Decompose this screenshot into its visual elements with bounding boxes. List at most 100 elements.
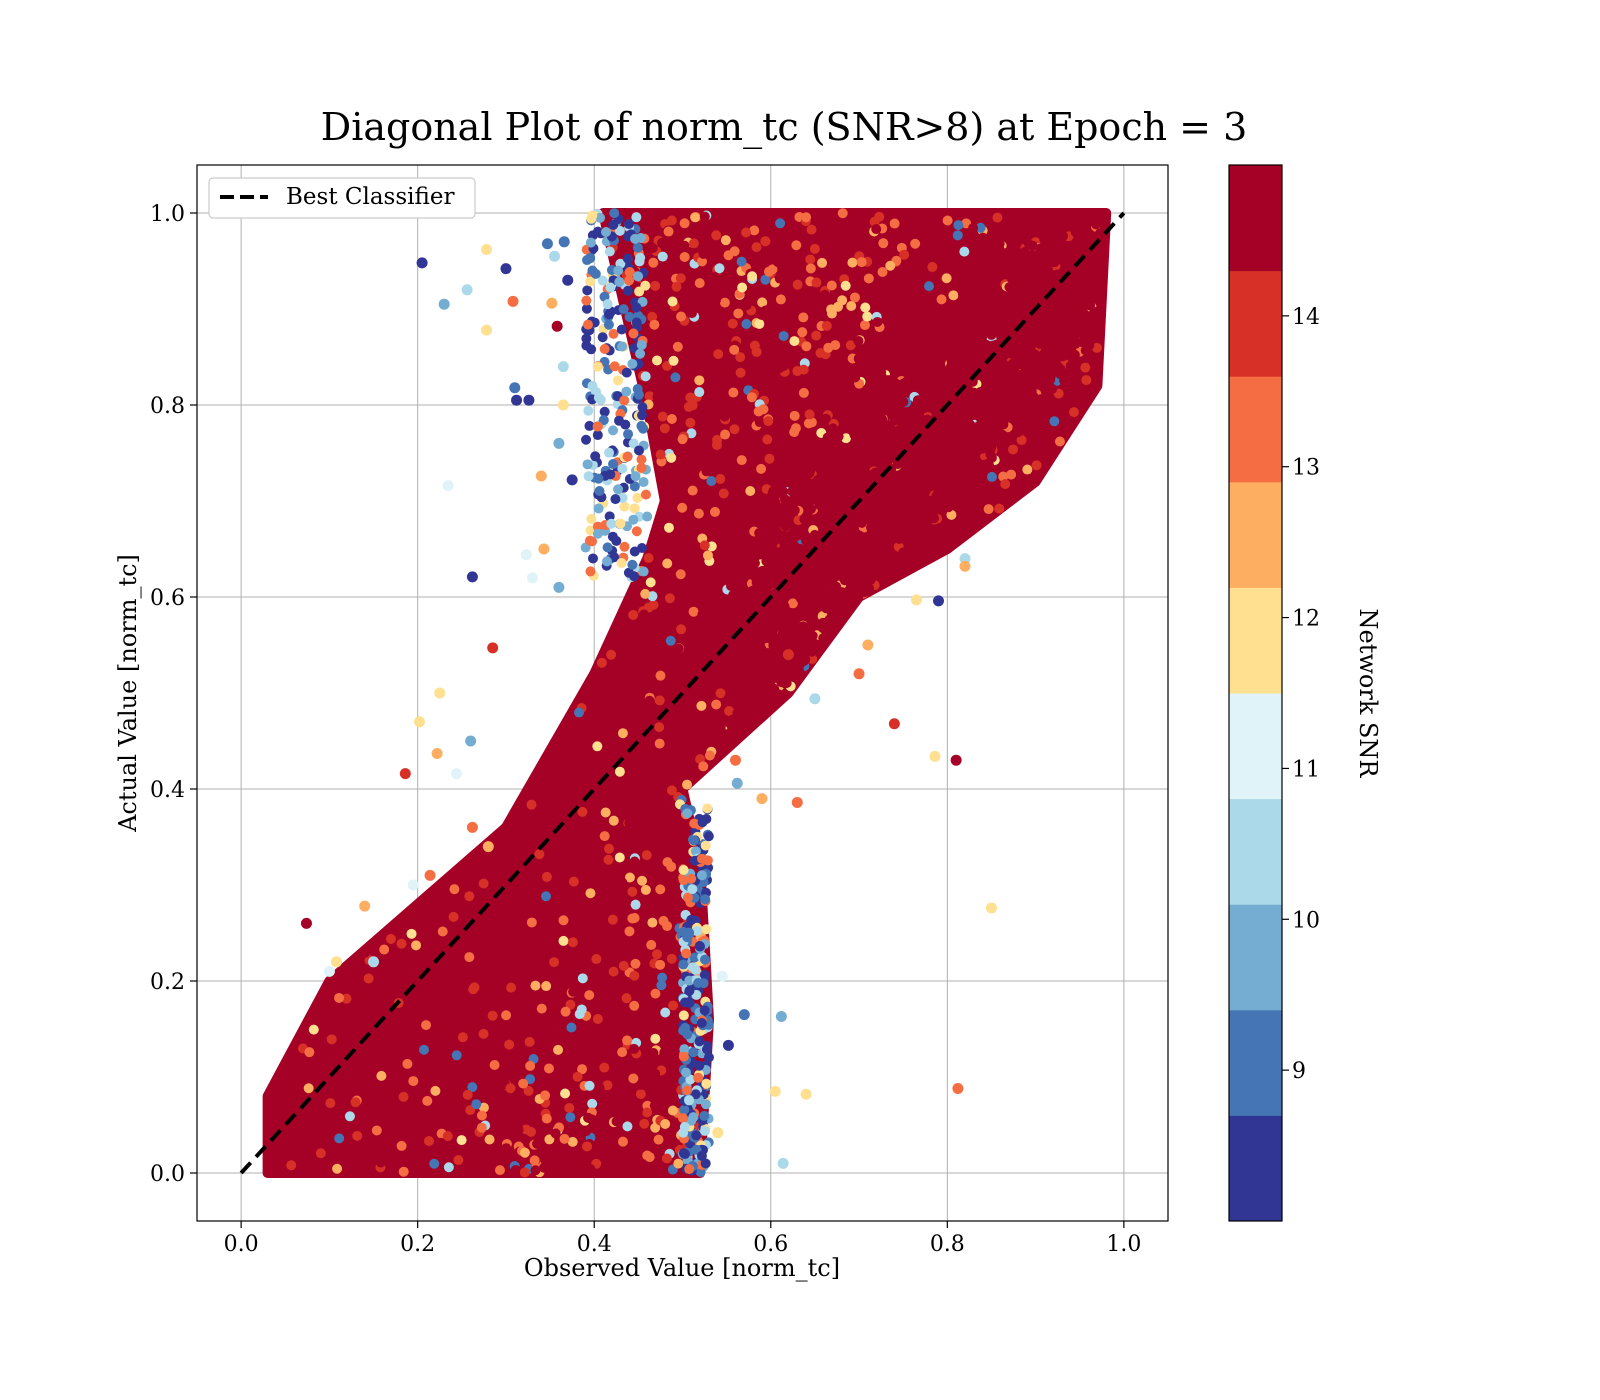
scatter-point bbox=[918, 521, 929, 532]
scatter-point bbox=[1081, 275, 1092, 286]
scatter-point bbox=[822, 375, 833, 386]
scatter-point bbox=[398, 1091, 409, 1102]
scatter-point bbox=[881, 291, 892, 302]
scatter-point bbox=[935, 387, 946, 398]
scatter-point bbox=[621, 367, 632, 378]
scatter-point bbox=[464, 891, 475, 902]
scatter-point bbox=[444, 1036, 455, 1047]
scatter-point bbox=[644, 391, 655, 402]
scatter-point bbox=[627, 886, 638, 897]
scatter-point bbox=[609, 208, 620, 219]
scatter-point bbox=[1027, 273, 1038, 284]
scatter-point bbox=[1059, 375, 1070, 386]
scatter-point bbox=[606, 649, 617, 660]
scatter-point bbox=[956, 477, 967, 488]
scatter-point bbox=[686, 873, 697, 884]
scatter-point bbox=[334, 992, 345, 1003]
scatter-point bbox=[825, 459, 836, 470]
scatter-point bbox=[778, 330, 789, 341]
scatter-point bbox=[884, 339, 895, 350]
scatter-point bbox=[607, 1105, 618, 1116]
scatter-point bbox=[640, 489, 651, 500]
scatter-point bbox=[664, 593, 675, 604]
scatter-point bbox=[602, 1080, 613, 1091]
scatter-point bbox=[784, 231, 795, 242]
scatter-point bbox=[286, 1160, 297, 1171]
scatter-point bbox=[931, 216, 942, 227]
scatter-point bbox=[727, 318, 738, 329]
scatter-point bbox=[821, 320, 832, 331]
scatter-point bbox=[515, 1050, 526, 1061]
scatter-point bbox=[614, 766, 625, 777]
scatter-point bbox=[632, 492, 643, 503]
legend-box bbox=[208, 177, 476, 219]
scatter-point bbox=[957, 432, 968, 443]
scatter-point bbox=[702, 550, 713, 561]
scatter-point bbox=[540, 1090, 551, 1101]
scatter-point bbox=[730, 692, 741, 703]
scatter-point bbox=[804, 541, 815, 552]
scatter-point bbox=[614, 852, 625, 863]
scatter-point bbox=[785, 580, 796, 591]
scatter-point bbox=[558, 935, 569, 946]
colorbar-bin bbox=[1229, 1009, 1282, 1116]
scatter-point bbox=[971, 307, 982, 318]
scatter-point bbox=[855, 558, 866, 569]
scatter-point bbox=[781, 677, 792, 688]
scatter-point bbox=[696, 268, 707, 279]
scatter-point bbox=[794, 545, 805, 556]
scatter-point bbox=[889, 355, 900, 366]
scatter-point bbox=[699, 969, 710, 980]
scatter-point bbox=[699, 1110, 710, 1121]
scatter-point bbox=[642, 908, 653, 919]
scatter-point bbox=[573, 707, 584, 718]
scatter-point bbox=[438, 298, 450, 310]
scatter-point bbox=[617, 1136, 628, 1147]
scatter-point bbox=[399, 768, 411, 780]
scatter-point bbox=[668, 1000, 679, 1011]
scatter-point bbox=[1062, 221, 1073, 232]
scatter-point bbox=[583, 1151, 594, 1162]
scatter-point bbox=[962, 425, 973, 436]
scatter-point bbox=[530, 980, 541, 991]
scatter-point bbox=[719, 411, 730, 422]
scatter-point bbox=[1022, 464, 1033, 475]
scatter-point bbox=[747, 694, 758, 705]
scatter-point bbox=[741, 553, 752, 564]
scatter-point bbox=[1081, 375, 1092, 386]
scatter-point bbox=[895, 439, 906, 450]
scatter-point bbox=[587, 536, 598, 547]
scatter-point bbox=[682, 892, 693, 903]
scatter-point bbox=[884, 507, 895, 518]
scatter-point bbox=[664, 237, 675, 248]
scatter-point bbox=[586, 213, 597, 224]
scatter-point bbox=[650, 1033, 661, 1044]
colorbar-bin bbox=[1229, 481, 1282, 588]
scatter-point bbox=[892, 459, 903, 470]
scatter-point bbox=[767, 563, 778, 574]
scatter-point bbox=[650, 1122, 661, 1133]
scatter-point bbox=[775, 478, 786, 489]
scatter-point bbox=[782, 649, 794, 661]
scatter-point bbox=[443, 1162, 454, 1173]
scatter-point bbox=[525, 1060, 536, 1071]
scatter-point bbox=[456, 1135, 467, 1146]
scatter-point bbox=[694, 1036, 705, 1047]
scatter-point bbox=[697, 853, 708, 864]
scatter-point bbox=[756, 616, 767, 627]
scatter-point bbox=[568, 986, 579, 997]
scatter-point bbox=[618, 960, 629, 971]
x-tick-label: 0.4 bbox=[577, 1232, 612, 1257]
scatter-point bbox=[910, 594, 922, 606]
colorbar-bin bbox=[1229, 165, 1282, 272]
scatter-point bbox=[592, 528, 603, 539]
scatter-point bbox=[676, 311, 687, 322]
scatter-point bbox=[622, 1121, 633, 1132]
scatter-point bbox=[649, 319, 660, 330]
scatter-point bbox=[505, 1083, 516, 1094]
scatter-point bbox=[622, 285, 633, 296]
scatter-point bbox=[957, 309, 968, 320]
scatter-point bbox=[888, 519, 899, 530]
scatter-point bbox=[553, 1044, 564, 1055]
scatter-point bbox=[882, 378, 893, 389]
